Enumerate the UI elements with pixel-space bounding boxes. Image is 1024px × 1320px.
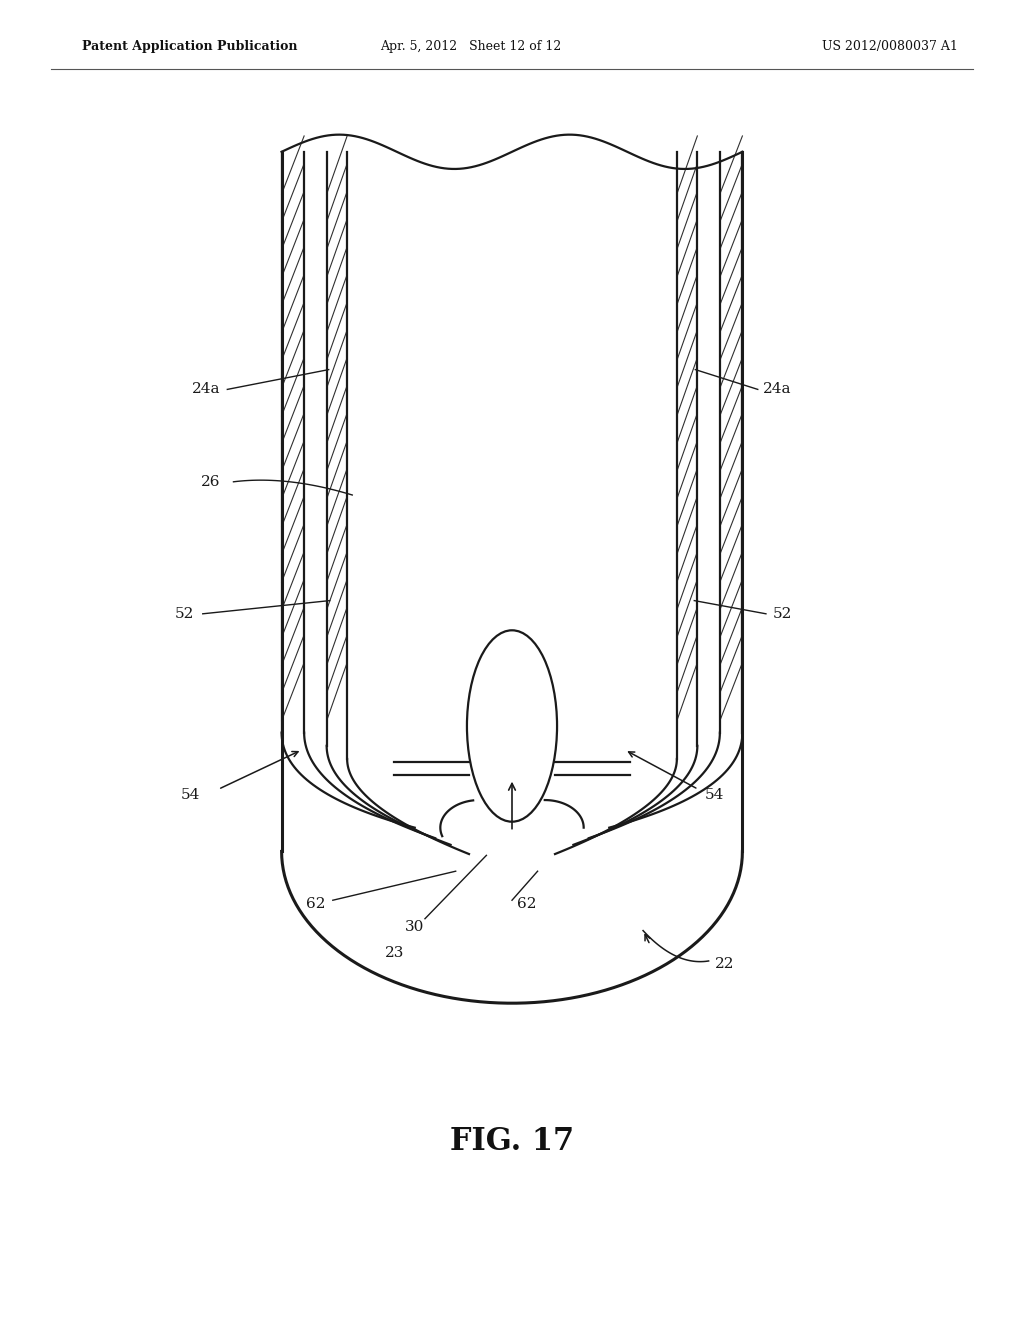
Text: 23: 23	[385, 946, 403, 960]
Text: 62: 62	[306, 898, 326, 911]
Text: 22: 22	[715, 957, 734, 970]
Text: Patent Application Publication: Patent Application Publication	[82, 40, 297, 53]
Text: 54: 54	[705, 788, 724, 801]
Text: 24a: 24a	[763, 383, 792, 396]
Text: 62: 62	[517, 898, 537, 911]
Text: 52: 52	[175, 607, 195, 620]
Text: 52: 52	[773, 607, 793, 620]
Text: Apr. 5, 2012   Sheet 12 of 12: Apr. 5, 2012 Sheet 12 of 12	[380, 40, 562, 53]
Text: FIG. 17: FIG. 17	[450, 1126, 574, 1158]
Text: US 2012/0080037 A1: US 2012/0080037 A1	[821, 40, 957, 53]
Text: 26: 26	[201, 475, 220, 488]
Text: 30: 30	[406, 920, 424, 933]
Text: 54: 54	[180, 788, 200, 801]
Text: 24a: 24a	[191, 383, 220, 396]
